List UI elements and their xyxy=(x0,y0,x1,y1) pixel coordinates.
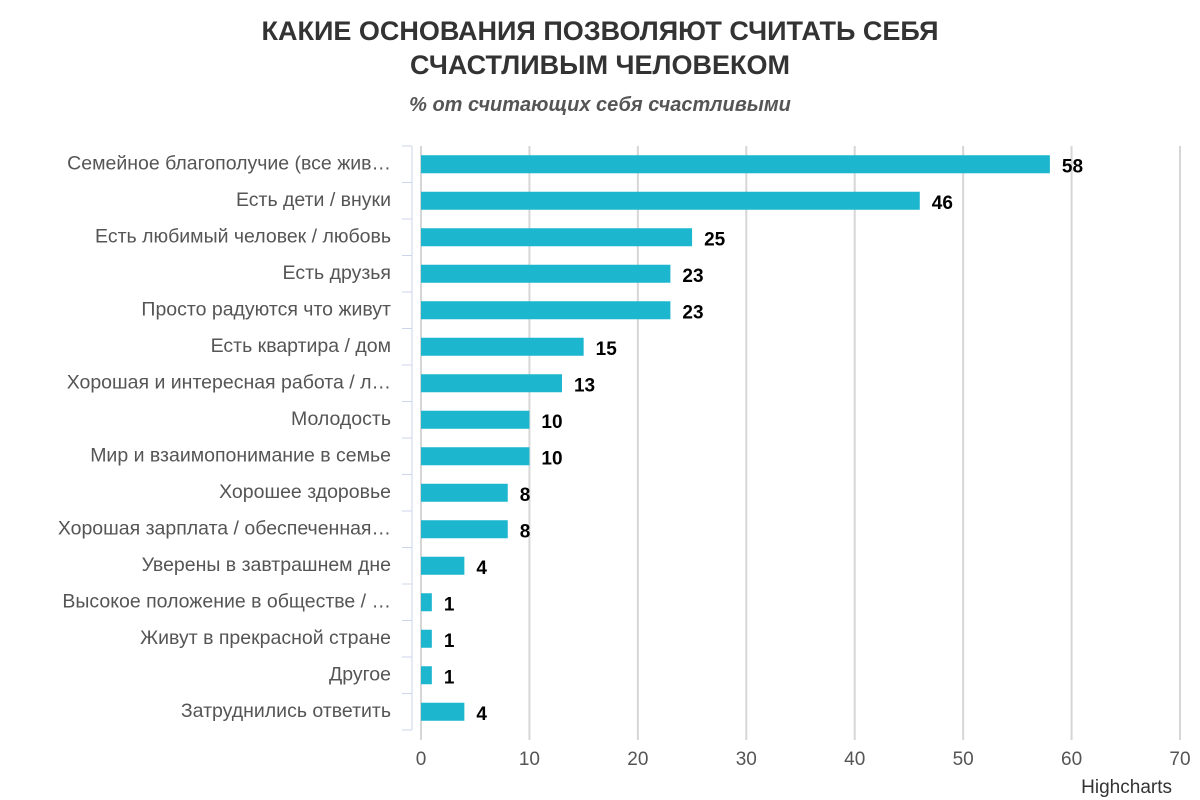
bar xyxy=(421,666,432,685)
y-tick-label: Хорошая зарплата / обеспеченная… xyxy=(58,517,391,539)
bar xyxy=(421,155,1050,174)
y-tick-label: Хорошая и интересная работа / л… xyxy=(67,371,391,393)
chart-subtitle: % от считающих себя счастливыми xyxy=(409,94,791,116)
x-tick-label: 70 xyxy=(1169,749,1190,770)
y-tick-label: Просто радуются что живут xyxy=(141,298,391,320)
bar xyxy=(421,228,693,247)
y-tick-label: Живут в прекрасной стране xyxy=(140,627,391,649)
x-tick-label: 20 xyxy=(627,749,648,770)
x-tick-label: 50 xyxy=(953,749,974,770)
data-label: 8 xyxy=(520,521,531,542)
data-label: 4 xyxy=(476,558,487,579)
y-tick-label: Молодость xyxy=(291,408,391,430)
x-tick-label: 30 xyxy=(736,749,757,770)
bar xyxy=(421,301,671,320)
data-label: 4 xyxy=(476,704,487,725)
y-tick-label: Есть дети / внуки xyxy=(236,189,391,211)
data-label: 23 xyxy=(682,302,703,323)
x-tick-label: 0 xyxy=(416,749,427,770)
data-label: 1 xyxy=(444,667,455,688)
bar xyxy=(421,264,671,283)
bar xyxy=(421,629,432,648)
bar xyxy=(421,374,562,393)
bar xyxy=(421,593,432,612)
bar xyxy=(421,447,530,466)
x-tick-label: 60 xyxy=(1061,749,1082,770)
data-label: 1 xyxy=(444,594,455,615)
data-label: 23 xyxy=(682,266,703,287)
data-label: 1 xyxy=(444,631,455,652)
data-label: 8 xyxy=(520,485,531,506)
bar xyxy=(421,483,508,502)
data-label: 46 xyxy=(932,193,953,214)
y-tick-label: Затруднились ответить xyxy=(181,700,391,722)
data-label: 13 xyxy=(574,375,595,396)
x-tick-label: 40 xyxy=(844,749,865,770)
bar xyxy=(421,337,584,356)
y-tick-label: Есть квартира / дом xyxy=(211,335,391,357)
bar xyxy=(421,702,465,721)
y-tick-label: Хорошее здоровье xyxy=(219,481,391,503)
data-label: 15 xyxy=(596,339,618,360)
y-tick-label: Есть любимый человек / любовь xyxy=(95,225,391,247)
y-tick-label: Семейное благополучие (все жив… xyxy=(67,152,391,174)
data-label: 58 xyxy=(1062,156,1083,177)
y-tick-label: Есть друзья xyxy=(283,262,391,284)
bar xyxy=(421,520,508,539)
data-label: 10 xyxy=(541,412,562,433)
bar xyxy=(421,410,530,429)
chart-title: КАКИЕ ОСНОВАНИЯ ПОЗВОЛЯЮТ СЧИТАТЬ СЕБЯ С… xyxy=(261,16,939,80)
data-label: 25 xyxy=(704,229,726,250)
y-tick-label: Высокое положение в обществе / … xyxy=(62,590,391,612)
y-tick-label: Другое xyxy=(329,663,391,685)
y-tick-label: Уверены в завтрашнем дне xyxy=(142,554,391,576)
bar xyxy=(421,556,465,575)
y-tick-label: Мир и взаимопонимание в семье xyxy=(90,444,391,466)
x-tick-label: 10 xyxy=(519,749,540,770)
data-label: 10 xyxy=(541,448,562,469)
credits: Highcharts xyxy=(1081,777,1172,798)
bar xyxy=(421,191,920,210)
